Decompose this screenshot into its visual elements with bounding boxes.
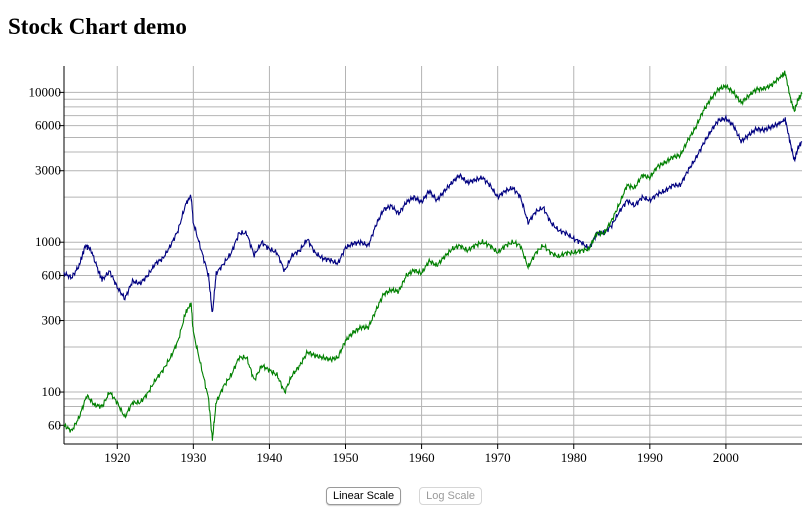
y-tick-label: 100: [42, 384, 62, 399]
log-scale-button[interactable]: Log Scale: [419, 487, 483, 505]
page-title: Stock Chart demo: [8, 14, 187, 39]
chart-grid: [64, 66, 802, 444]
x-tick-label: 1970: [485, 450, 511, 465]
x-tick-label: 1980: [561, 450, 587, 465]
x-tick-label: 1940: [256, 450, 282, 465]
x-tick-label: 1990: [637, 450, 663, 465]
series-line-2: [63, 70, 803, 441]
y-tick-label: 60: [48, 417, 61, 432]
y-tick-label: 600: [42, 267, 62, 282]
x-tick-label: 2000: [713, 450, 739, 465]
y-tick-label: 300: [42, 313, 62, 328]
linear-scale-button[interactable]: Linear Scale: [325, 487, 402, 505]
x-tick-label: 1920: [104, 450, 130, 465]
y-tick-label: 1000: [35, 234, 61, 249]
scale-controls: Linear Scale Log Scale: [0, 486, 808, 505]
y-tick-label: 3000: [35, 163, 61, 178]
stock-chart: 1920 1930 1940 1950 1960 1970 1980 1990 2000 60 10…: [29, 66, 803, 465]
chart-series: [63, 70, 803, 441]
chart-tick-labels: 1920 1930 1940 1950 1960 1970 1980 1990 2000 60 10…: [29, 84, 739, 465]
x-tick-label: 1960: [409, 450, 435, 465]
x-tick-label: 1950: [333, 450, 359, 465]
x-tick-label: 1930: [180, 450, 206, 465]
chart-axes: [59, 66, 802, 449]
y-tick-label: 10000: [29, 84, 62, 99]
series-line-1: [63, 114, 803, 313]
y-tick-label: 6000: [35, 118, 61, 133]
